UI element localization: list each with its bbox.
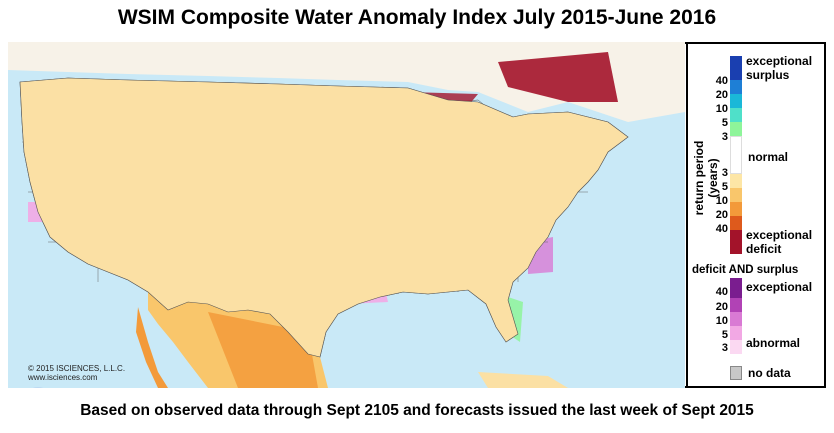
surplus-tick-3: 3 xyxy=(721,131,728,143)
deficit-tick-20: 20 xyxy=(715,209,728,221)
swatch-deficit-5 xyxy=(730,188,742,202)
copyright-line-2[interactable]: www.isciences.com xyxy=(28,373,98,382)
swatch-surplus-40 xyxy=(730,56,742,80)
logo-i-icon: i xyxy=(24,387,52,388)
deficit-tick-5: 5 xyxy=(721,181,728,193)
swatch-surplus-10 xyxy=(730,94,742,108)
both-tick-5: 5 xyxy=(721,329,728,341)
swatch-surplus-3 xyxy=(730,122,742,136)
legend-panel: return period (years) exceptional surplu… xyxy=(686,44,824,386)
swatch-deficit-10 xyxy=(730,202,742,216)
swatch-surplus-20 xyxy=(730,80,742,94)
swatch-both-40 xyxy=(730,278,742,298)
map-title: WSIM Composite Water Anomaly Index July … xyxy=(117,6,717,29)
deficit-tick-3: 3 xyxy=(721,167,728,179)
swatch-normal xyxy=(730,136,742,174)
legend-no-data-label: no data xyxy=(748,366,791,380)
legend-deficit-label-2: deficit xyxy=(746,242,782,256)
legend-surplus-label-1: exceptional xyxy=(746,54,813,68)
map-caption: Based on observed data through Sept 2105… xyxy=(80,402,754,419)
swatch-both-10 xyxy=(730,312,742,326)
copyright-line-1: © 2015 ISCIENCES, L.L.C. xyxy=(28,364,126,373)
legend-deficit-label-1: exceptional xyxy=(746,228,813,242)
deficit-tick-10: 10 xyxy=(715,195,728,207)
deficit-tick-40: 40 xyxy=(715,223,728,235)
us-anomaly-map xyxy=(8,42,685,388)
surplus-tick-20: 20 xyxy=(715,89,728,101)
quebec-exceptional-deficit xyxy=(498,52,618,102)
swatch-both-5 xyxy=(730,326,742,340)
legend-normal-label: normal xyxy=(748,150,789,164)
both-tick-10: 10 xyxy=(715,315,728,327)
both-tick-3: 3 xyxy=(721,342,728,354)
swatch-no-data xyxy=(730,366,742,380)
legend-both-bottom-label: abnormal xyxy=(746,336,801,350)
swatch-deficit-40 xyxy=(730,230,742,254)
both-tick-40: 40 xyxy=(715,286,728,298)
map-area[interactable]: © 2015 ISCIENCES, L.L.C. www.isciences.c… xyxy=(8,42,685,388)
swatch-deficit-20 xyxy=(730,216,742,230)
legend-both-top-label: exceptional xyxy=(746,280,813,294)
swatch-both-20 xyxy=(730,298,742,312)
legend-surplus-label-2: surplus xyxy=(746,68,790,82)
surplus-tick-40: 40 xyxy=(715,75,728,87)
swatch-deficit-3 xyxy=(730,174,742,188)
both-tick-20: 20 xyxy=(715,301,728,313)
swatch-both-3 xyxy=(730,340,742,354)
isciences-logo[interactable]: i sciences xyxy=(24,387,154,388)
copyright-block: © 2015 ISCIENCES, L.L.C. www.isciences.c… xyxy=(28,364,125,382)
surplus-tick-5: 5 xyxy=(721,117,728,129)
legend-both-title: deficit AND surplus xyxy=(692,264,799,276)
cuba-land xyxy=(478,372,568,388)
surplus-tick-10: 10 xyxy=(715,103,728,115)
swatch-surplus-5 xyxy=(730,108,742,122)
baja-california xyxy=(136,307,168,388)
